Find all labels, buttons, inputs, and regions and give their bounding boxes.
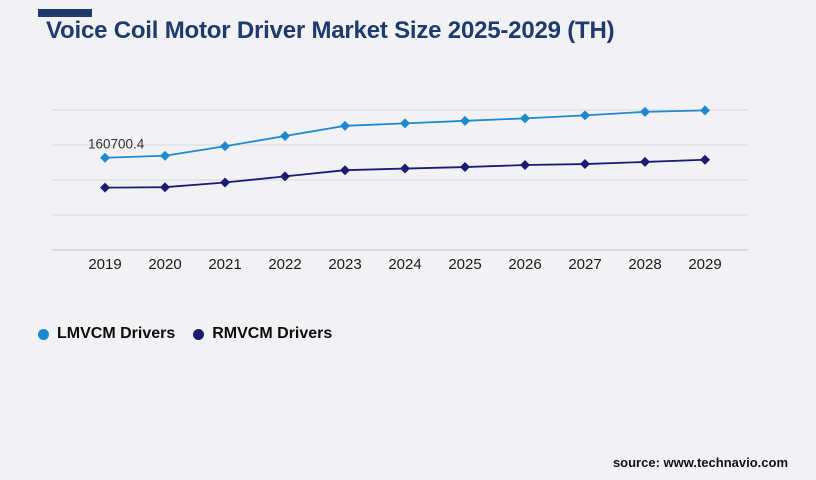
svg-text:2028: 2028 <box>628 256 661 273</box>
svg-text:2021: 2021 <box>208 256 241 273</box>
chart-legend: LMVCM Drivers RMVCM Drivers <box>38 325 332 343</box>
svg-text:2029: 2029 <box>688 256 721 273</box>
legend-label: LMVCM Drivers <box>57 325 176 342</box>
svg-text:2023: 2023 <box>328 256 361 273</box>
lmvcm-series-swatch-icon <box>38 328 49 340</box>
svg-text:2019: 2019 <box>88 256 121 273</box>
rmvcm-series-swatch-icon <box>193 328 205 340</box>
legend-label: RMVCM Drivers <box>212 325 333 342</box>
svg-text:2022: 2022 <box>268 256 301 273</box>
chart-title: Voice Coil Motor Driver Market Size 2025… <box>46 17 615 44</box>
legend-item-rmvcm-drivers[interactable]: RMVCM Drivers <box>193 325 332 343</box>
source-attribution: source: www.technavio.com <box>612 455 788 470</box>
svg-text:160700.4: 160700.4 <box>88 137 145 152</box>
legend-item-lmvcm-drivers[interactable]: LMVCM Drivers <box>38 325 175 343</box>
svg-text:2020: 2020 <box>148 256 181 273</box>
svg-text:2024: 2024 <box>388 256 421 273</box>
svg-text:2026: 2026 <box>508 256 541 273</box>
svg-text:2027: 2027 <box>568 256 601 273</box>
svg-text:2025: 2025 <box>448 256 481 273</box>
accent-bar <box>38 9 92 17</box>
